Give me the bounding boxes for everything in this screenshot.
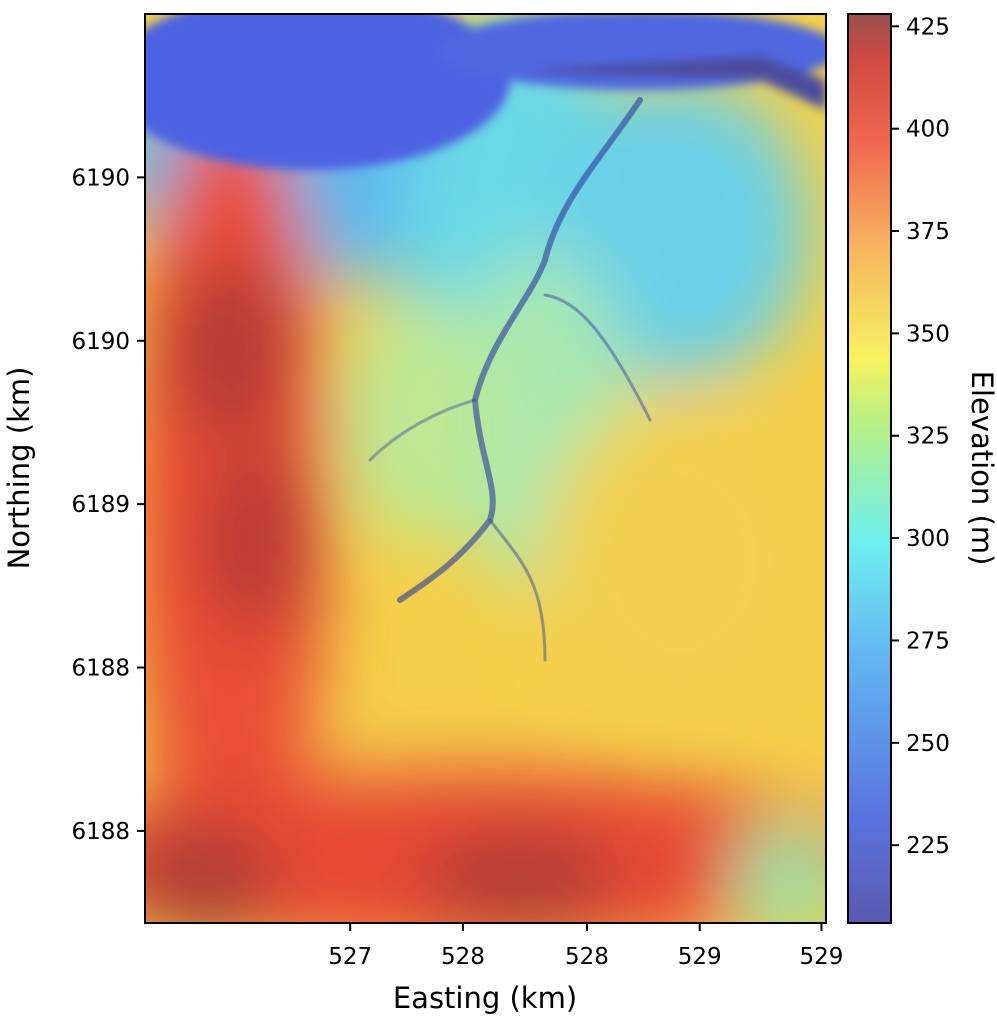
tributary-east xyxy=(543,293,652,422)
tributary-south xyxy=(488,518,547,662)
y-tick-label: 6188 xyxy=(71,819,130,845)
colorbar-tick-label: 350 xyxy=(906,321,950,347)
colorbar-tick-label: 275 xyxy=(906,628,950,654)
y-tick-label: 6189 xyxy=(71,492,130,518)
tributary-west xyxy=(368,398,477,462)
colorbar-label: Elevation (m) xyxy=(965,371,997,566)
colorbar-tick-label: 425 xyxy=(906,14,950,40)
colorbar-tick-label: 375 xyxy=(906,219,950,245)
y-tick-label: 6190 xyxy=(71,165,130,191)
basin-north xyxy=(145,14,510,170)
x-tick-label: 529 xyxy=(678,944,722,970)
y-axis-label: Northing (km) xyxy=(2,367,36,570)
peak-west xyxy=(200,445,310,635)
x-axis: 527 528 528 529 529 xyxy=(328,923,843,970)
peak-south xyxy=(420,830,620,923)
elevation-map xyxy=(145,14,826,923)
y-tick-label: 6190 xyxy=(71,329,130,355)
low-south-east xyxy=(730,820,826,923)
main-channel xyxy=(397,97,643,603)
x-tick-label: 528 xyxy=(565,944,609,970)
x-tick-label: 528 xyxy=(441,944,485,970)
valley-north-east xyxy=(550,80,810,380)
channel-north xyxy=(520,55,826,110)
colorbar-frame xyxy=(847,13,892,924)
plot-frame xyxy=(144,13,827,924)
drainage-network xyxy=(368,97,652,662)
colorbar-tick-label: 400 xyxy=(906,117,950,143)
colorbar-tick-label: 325 xyxy=(906,424,950,450)
colorbar-tick-label: 225 xyxy=(906,833,950,859)
colorbar-axis: 225 250 275 300 325 350 375 400 425 xyxy=(891,14,950,859)
x-tick-label: 529 xyxy=(800,944,844,970)
peak-south-west xyxy=(145,820,280,923)
colorbar-tick-label: 300 xyxy=(906,526,950,552)
y-axis: 6188 6188 6189 6190 6190 xyxy=(71,165,145,845)
plateau-east xyxy=(540,400,820,720)
peak-north-west xyxy=(170,260,290,440)
colorbar-tick-label: 250 xyxy=(906,731,950,757)
x-axis-label: Easting (km) xyxy=(393,981,577,1015)
colorbar xyxy=(848,14,891,923)
x-tick-label: 527 xyxy=(328,944,372,970)
y-tick-label: 6188 xyxy=(71,656,130,682)
slope-west xyxy=(340,300,500,540)
